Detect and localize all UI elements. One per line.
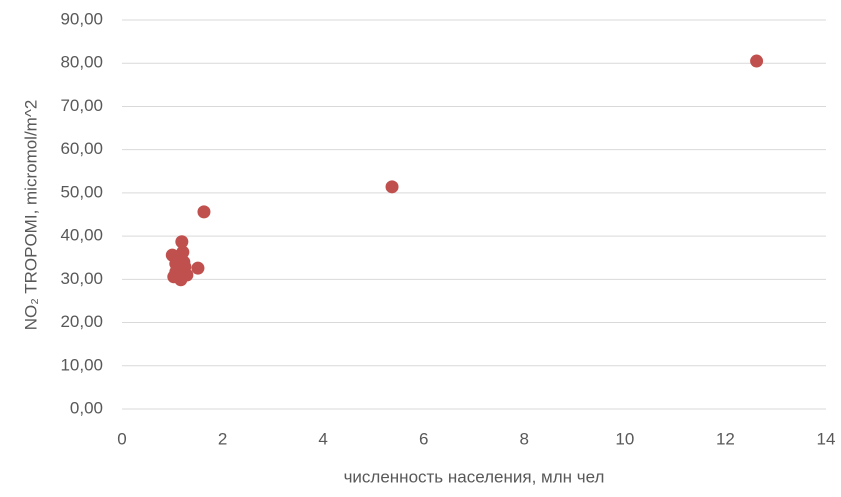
x-tick-label: 6 [419, 429, 428, 448]
point [750, 54, 764, 68]
y-tick-label: 0,00 [70, 398, 103, 417]
x-tick-label: 4 [318, 429, 327, 448]
x-tick-label: 14 [817, 429, 836, 448]
y-tick-label: 70,00 [60, 96, 103, 115]
point [169, 265, 183, 279]
y-tick-label: 20,00 [60, 312, 103, 331]
y-tick-label: 50,00 [60, 182, 103, 201]
point [385, 180, 399, 194]
x-tick-label: 8 [520, 429, 529, 448]
point [177, 255, 191, 269]
x-tick-label: 10 [615, 429, 634, 448]
y-tick-label: 60,00 [60, 139, 103, 158]
point [175, 235, 189, 249]
x-tick-label: 12 [716, 429, 735, 448]
y-tick-label: 10,00 [60, 355, 103, 374]
y-tick-label: 90,00 [60, 9, 103, 28]
point [191, 261, 205, 275]
x-tick-label: 2 [218, 429, 227, 448]
x-tick-label: 0 [117, 429, 126, 448]
y-tick-label: 40,00 [60, 226, 103, 245]
y-tick-label: 80,00 [60, 53, 103, 72]
y-axis-title: NO₂ TROPOMI, micromol/m^2 [21, 100, 40, 331]
x-axis-title: численность населения, млн чел [344, 467, 605, 486]
point [197, 205, 211, 219]
y-tick-label: 30,00 [60, 269, 103, 288]
